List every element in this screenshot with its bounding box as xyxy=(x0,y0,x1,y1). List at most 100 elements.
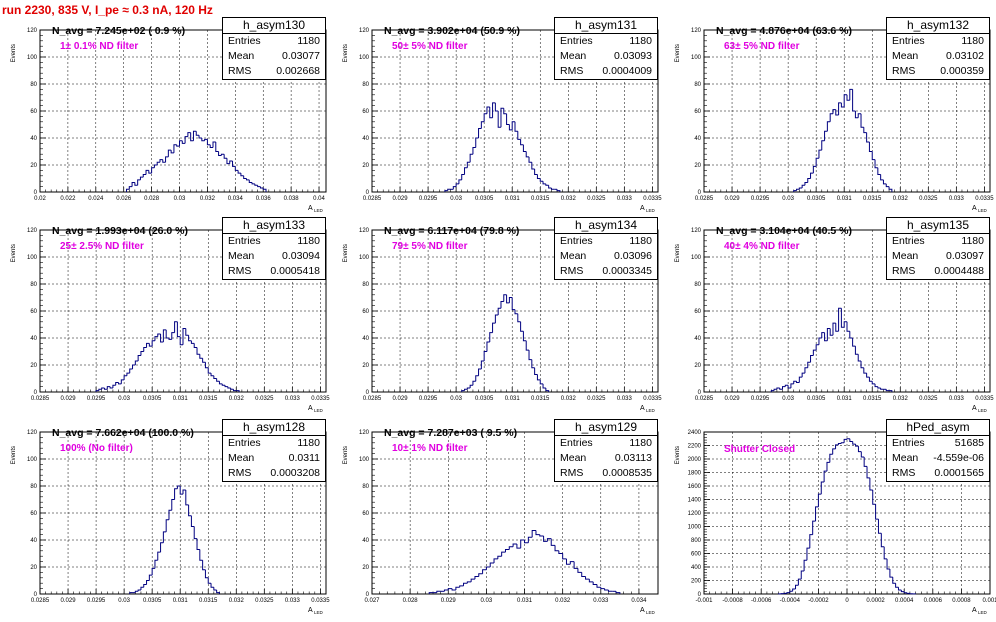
stats-value: 1180 xyxy=(297,35,320,47)
histogram-bin xyxy=(843,94,847,107)
y-axis-label: Events xyxy=(343,44,349,62)
y-tick-label: 100 xyxy=(691,255,702,261)
stats-value: 0.03113 xyxy=(614,452,652,464)
histogram-bin xyxy=(179,486,183,495)
y-tick-label: 0 xyxy=(366,390,370,396)
histogram-bin xyxy=(168,509,172,520)
histogram-bin xyxy=(793,190,797,192)
histogram-bin xyxy=(527,536,533,543)
stats-label: Entries xyxy=(228,235,261,247)
x-axis-label-subscript: LED xyxy=(646,208,656,213)
histogram-pad: -0.001 -0.0008 -0.0006 -0.0004 -0.0002 0 0.000… xyxy=(664,416,996,622)
histogram-bin xyxy=(773,388,777,391)
n-avg-label: N_avg = 3.104e+04 (40.5 %) xyxy=(716,225,853,237)
y-tick-label: 100 xyxy=(359,255,370,261)
x-tick-label: 0.0315 xyxy=(199,598,218,604)
histogram-bin xyxy=(497,111,501,128)
histogram-bin xyxy=(903,591,908,594)
histogram-bin xyxy=(218,381,223,385)
x-tick-label: 0.0295 xyxy=(751,196,770,202)
y-tick-label: 800 xyxy=(691,538,702,544)
stats-label: Entries xyxy=(228,35,261,47)
stats-box: h_asym128 Entries 1180 Mean 0.0311 RMS 0.00032… xyxy=(222,419,326,482)
histogram-bin xyxy=(877,167,881,175)
n-avg-label: N_avg = 7.662e+04 (100.0 %) xyxy=(52,427,194,439)
histogram-bin xyxy=(455,183,459,187)
histogram-bin xyxy=(770,390,775,392)
histogram-bin xyxy=(494,102,499,112)
histogram-bin xyxy=(607,589,613,592)
histogram-bin xyxy=(854,111,859,119)
histogram-bin xyxy=(170,150,174,154)
stats-label: RMS xyxy=(228,467,252,479)
histogram-bin xyxy=(835,444,839,449)
y-tick-label: 80 xyxy=(362,484,369,490)
histogram-bin xyxy=(581,572,586,577)
histogram-bin xyxy=(585,576,590,580)
histogram-bin xyxy=(812,165,817,174)
histogram-bin xyxy=(461,173,465,180)
x-tick-label: 0.0335 xyxy=(643,196,662,202)
y-tick-label: 80 xyxy=(694,82,701,88)
histogram-bin xyxy=(888,186,893,192)
stats-value: 1180 xyxy=(629,35,652,47)
histogram-bin xyxy=(179,140,183,147)
histogram-bin xyxy=(160,542,164,553)
stats-row-rms: RMS 0.0003345 xyxy=(555,264,657,279)
histogram-bin xyxy=(863,367,867,374)
histogram-bin xyxy=(145,169,149,175)
histogram-bin xyxy=(826,461,830,472)
histogram-bin xyxy=(857,113,862,118)
histogram-bin xyxy=(556,189,561,192)
x-tick-label: 0.0335 xyxy=(975,396,994,402)
x-tick-label: -0.0008 xyxy=(722,598,743,604)
x-tick-label: 0.0305 xyxy=(807,196,826,202)
histogram-bin xyxy=(852,441,856,445)
histogram-bin xyxy=(517,131,521,140)
page-title: run 2230, 835 V, I_pe ≈ 0.3 nA, 120 Hz xyxy=(2,3,213,17)
histogram-bin xyxy=(512,543,517,547)
stats-box: h_asym131 Entries 1180 Mean 0.03093 RMS 0.0004… xyxy=(554,17,658,80)
x-tick-label: 0.0315 xyxy=(863,396,882,402)
stats-box: h_asym135 Entries 1180 Mean 0.03097 RMS 0.0004… xyxy=(886,217,990,280)
histogram-bin xyxy=(223,154,227,159)
histogram-bin xyxy=(243,175,247,179)
x-tick-label: 0.031 xyxy=(837,196,853,202)
histogram-bin xyxy=(790,383,794,388)
stats-value: 0.0311 xyxy=(288,452,320,464)
y-tick-label: 0 xyxy=(366,190,370,196)
histogram-bin xyxy=(478,368,482,376)
stats-box-title: hPed_asym xyxy=(887,420,989,436)
y-axis-label: Events xyxy=(11,244,17,262)
stats-row-entries: Entries 1180 xyxy=(223,34,325,49)
stats-label: Entries xyxy=(560,35,593,47)
histogram-bin xyxy=(868,377,873,382)
histogram-bin xyxy=(248,179,253,184)
y-tick-label: 1400 xyxy=(688,498,702,504)
histogram-bin xyxy=(443,589,449,592)
histogram-bin xyxy=(474,575,479,580)
histogram-bin xyxy=(464,388,468,391)
histogram-bin xyxy=(210,583,214,588)
stats-row-rms: RMS 0.0008535 xyxy=(555,466,657,481)
y-tick-label: 80 xyxy=(30,484,37,490)
stats-box-title: h_asym133 xyxy=(223,218,325,234)
stats-box: h_asym134 Entries 1180 Mean 0.03096 RMS 0.0003… xyxy=(554,217,658,280)
histogram-bin xyxy=(159,159,163,163)
histogram-bin xyxy=(798,376,803,383)
histogram-bin xyxy=(798,187,803,190)
histogram-bin xyxy=(796,188,800,191)
histogram-bin xyxy=(132,364,136,370)
x-tick-label: 0.03 xyxy=(481,598,493,604)
histogram-bin xyxy=(237,170,241,174)
y-tick-label: 600 xyxy=(691,552,702,558)
stats-value: 0.0008535 xyxy=(602,467,652,479)
x-tick-label: 0.033 xyxy=(285,598,301,604)
histogram-bin xyxy=(516,544,521,549)
y-tick-label: 120 xyxy=(359,28,370,34)
y-tick-label: 60 xyxy=(694,309,701,315)
histogram-bin xyxy=(444,190,448,192)
filter-label: 1± 0.1% ND filter xyxy=(60,41,139,52)
y-axis-label: Events xyxy=(11,446,17,464)
histogram-bin xyxy=(517,313,521,323)
